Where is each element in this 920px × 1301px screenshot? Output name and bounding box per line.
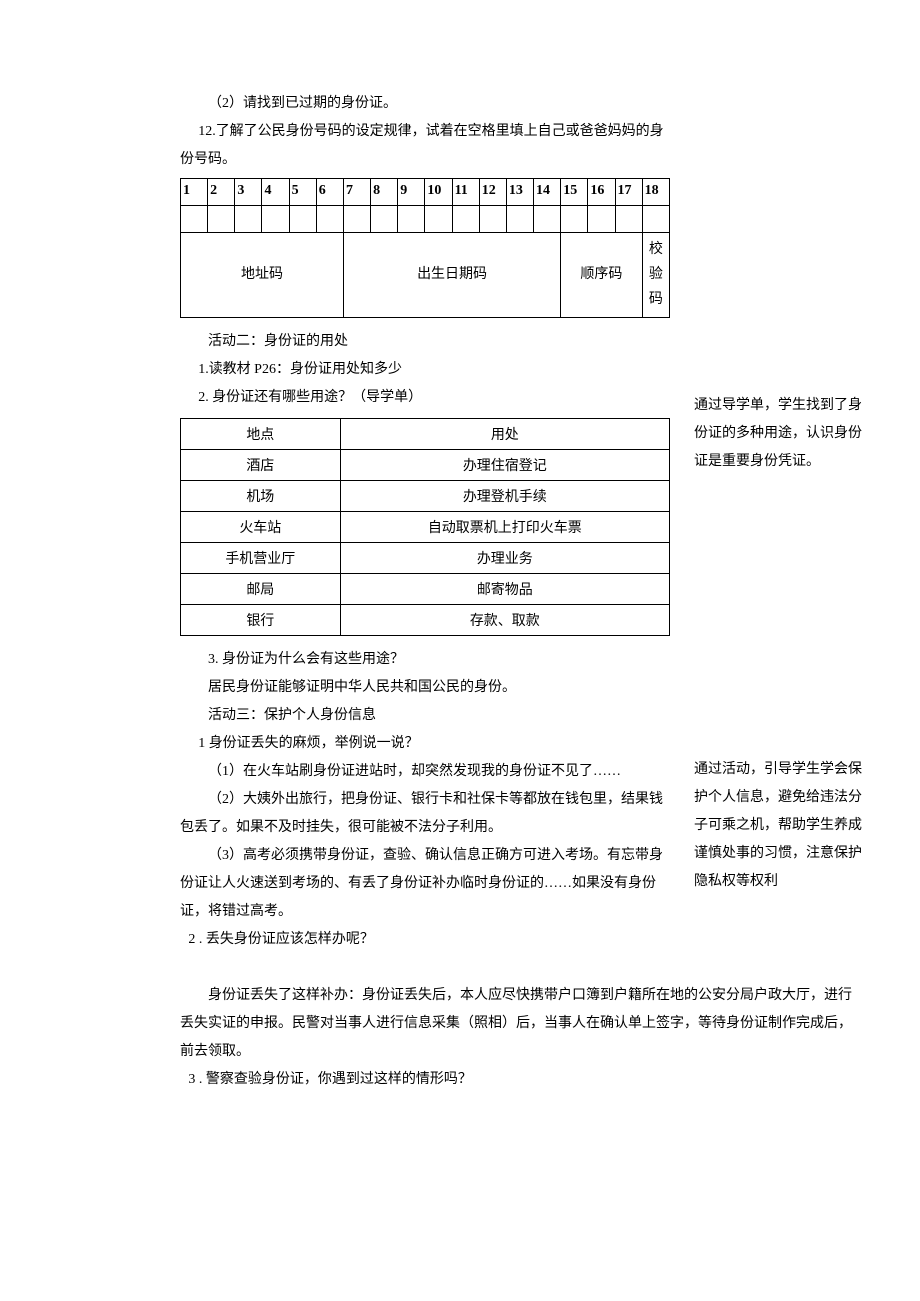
paragraph-fill-id: 12.了解了公民身份号码的设定规律，试着在空格里填上自己或爸爸妈妈的身份号码。 xyxy=(180,118,670,174)
id-blank-cell xyxy=(371,206,398,233)
activity3-title: 活动三：保护个人身份信息 xyxy=(180,702,670,730)
id-blank-cell xyxy=(425,206,452,233)
id-pos-cell: 5 xyxy=(289,179,316,206)
usage-cell: 办理登机手续 xyxy=(340,480,669,511)
table-row: 机场办理登机手续 xyxy=(181,480,670,511)
id-pos-cell: 11 xyxy=(452,179,479,206)
question-3: 3 . 警察查验身份证，你遇到过这样的情形吗？ xyxy=(180,1066,860,1094)
id-pos-cell: 13 xyxy=(506,179,533,206)
id-table-segment-row: 地址码 出生日期码 顺序码 校 验 码 xyxy=(181,233,670,318)
id-seg-check: 校 验 码 xyxy=(642,233,669,318)
id-number-table: 1 2 3 4 5 6 7 8 9 10 11 12 13 14 15 16 1… xyxy=(180,178,670,318)
id-pos-cell: 9 xyxy=(398,179,425,206)
id-blank-cell xyxy=(181,206,208,233)
id-pos-cell: 3 xyxy=(235,179,262,206)
usage-cell: 手机营业厅 xyxy=(181,542,341,573)
id-pos-cell: 12 xyxy=(479,179,506,206)
usage-cell: 邮局 xyxy=(181,573,341,604)
table-row: 手机营业厅办理业务 xyxy=(181,542,670,573)
activity3-q1: 1 身份证丢失的麻烦，举例说一说？ xyxy=(180,730,670,758)
id-blank-cell xyxy=(479,206,506,233)
id-blank-cell xyxy=(506,206,533,233)
id-table-position-row: 1 2 3 4 5 6 7 8 9 10 11 12 13 14 15 16 1… xyxy=(181,179,670,206)
usage-cell: 银行 xyxy=(181,604,341,635)
usage-cell: 办理业务 xyxy=(340,542,669,573)
id-pos-cell: 16 xyxy=(588,179,615,206)
id-blank-cell xyxy=(235,206,262,233)
table-row: 邮局邮寄物品 xyxy=(181,573,670,604)
id-blank-cell xyxy=(452,206,479,233)
id-blank-cell xyxy=(343,206,370,233)
id-pos-cell: 14 xyxy=(534,179,561,206)
example-3: （3）高考必须携带身份证，查验、确认信息正确方可进入考场。有忘带身份证让人火速送… xyxy=(180,842,670,926)
id-pos-cell: 8 xyxy=(371,179,398,206)
activity2-item3-answer: 居民身份证能够证明中华人民共和国公民的身份。 xyxy=(180,674,670,702)
id-blank-cell xyxy=(534,206,561,233)
id-blank-cell xyxy=(208,206,235,233)
id-pos-cell: 4 xyxy=(262,179,289,206)
usage-cell: 火车站 xyxy=(181,511,341,542)
id-blank-cell xyxy=(289,206,316,233)
activity2-item2: 2. 身份证还有哪些用途？（导学单） xyxy=(180,384,670,412)
id-blank-cell xyxy=(642,206,669,233)
activity2-item3: 3. 身份证为什么会有这些用途？ xyxy=(180,646,670,674)
id-blank-cell xyxy=(262,206,289,233)
table-row: 酒店办理住宿登记 xyxy=(181,449,670,480)
table-row: 地点 用处 xyxy=(181,418,670,449)
id-seg-address: 地址码 xyxy=(181,233,344,318)
id-pos-cell: 7 xyxy=(343,179,370,206)
example-2: （2）大姨外出旅行，把身份证、银行卡和社保卡等都放在钱包里，结果钱包丢了。如果不… xyxy=(180,786,670,842)
activity2-item1: 1.读教材 P26：身份证用处知多少 xyxy=(180,356,670,384)
id-seg-order: 顺序码 xyxy=(561,233,642,318)
margin-note-2: 通过活动，引导学生学会保护个人信息，避免给违法分子可乘之机，帮助学生养成谨慎处事… xyxy=(694,756,874,896)
usage-cell: 机场 xyxy=(181,480,341,511)
question-2-answer: 身份证丢失了这样补办：身份证丢失后，本人应尽快携带户口簿到户籍所在地的公安分局户… xyxy=(180,982,860,1066)
id-seg-birth: 出生日期码 xyxy=(343,233,560,318)
question-2: 2 . 丢失身份证应该怎样办呢？ xyxy=(180,926,860,954)
usage-header-place: 地点 xyxy=(181,418,341,449)
check-char: 码 xyxy=(645,287,667,312)
id-blank-cell xyxy=(561,206,588,233)
id-pos-cell: 2 xyxy=(208,179,235,206)
table-row: 银行存款、取款 xyxy=(181,604,670,635)
id-usage-table: 地点 用处 酒店办理住宿登记 机场办理登机手续 火车站自动取票机上打印火车票 手… xyxy=(180,418,670,636)
usage-cell: 酒店 xyxy=(181,449,341,480)
id-blank-cell xyxy=(398,206,425,233)
id-blank-cell xyxy=(588,206,615,233)
id-pos-cell: 17 xyxy=(615,179,642,206)
id-blank-cell xyxy=(316,206,343,233)
id-pos-cell: 1 xyxy=(181,179,208,206)
usage-cell: 自动取票机上打印火车票 xyxy=(340,511,669,542)
id-pos-cell: 15 xyxy=(561,179,588,206)
id-blank-cell xyxy=(615,206,642,233)
id-pos-cell: 6 xyxy=(316,179,343,206)
activity2-title: 活动二：身份证的用处 xyxy=(180,328,670,356)
check-char: 校 xyxy=(645,237,667,262)
paragraph-expired-id: （2）请找到已过期的身份证。 xyxy=(180,90,670,118)
id-pos-cell: 18 xyxy=(642,179,669,206)
usage-header-use: 用处 xyxy=(340,418,669,449)
example-1: （1）在火车站刷身份证进站时，却突然发现我的身份证不见了…… xyxy=(180,758,670,786)
usage-cell: 办理住宿登记 xyxy=(340,449,669,480)
margin-note-1: 通过导学单，学生找到了身份证的多种用途，认识身份证是重要身份凭证。 xyxy=(694,392,874,476)
id-pos-cell: 10 xyxy=(425,179,452,206)
usage-cell: 邮寄物品 xyxy=(340,573,669,604)
id-table-blank-row xyxy=(181,206,670,233)
usage-cell: 存款、取款 xyxy=(340,604,669,635)
blank-line xyxy=(180,954,860,982)
check-char: 验 xyxy=(645,262,667,287)
table-row: 火车站自动取票机上打印火车票 xyxy=(181,511,670,542)
